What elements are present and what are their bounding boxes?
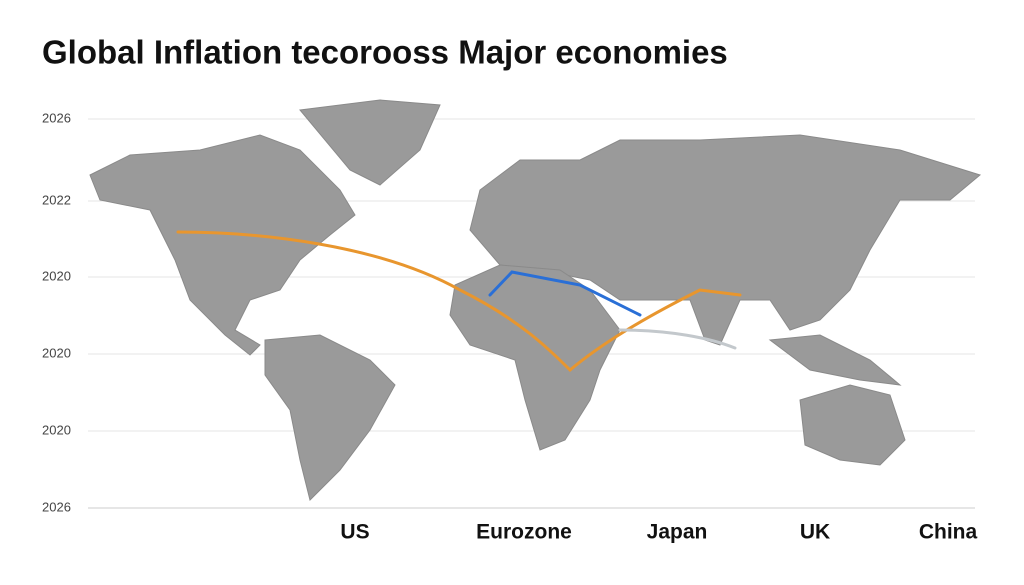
y-label: 2026 (42, 499, 71, 514)
africa (449, 264, 621, 451)
x-label: China (919, 521, 978, 544)
greenland (299, 99, 441, 186)
y-label: 2020 (42, 345, 71, 360)
x-label: UK (800, 521, 830, 544)
y-label: 2022 (42, 192, 71, 207)
x-label: US (340, 521, 369, 544)
y-label: 2020 (42, 268, 71, 283)
y-label: 2026 (42, 110, 71, 125)
route-line (618, 328, 737, 350)
australia (799, 384, 906, 466)
y-labels: 2026 2022 2020 2020 2020 2026 (42, 110, 71, 514)
title: Global Inflation tecorooss Major economi… (42, 34, 728, 71)
route-line (488, 270, 642, 317)
x-label: Japan (647, 521, 708, 544)
north-america (89, 134, 356, 356)
x-label: Eurozone (476, 521, 572, 544)
eurasia (469, 134, 982, 346)
world-map (89, 99, 982, 501)
y-label: 2020 (42, 422, 71, 437)
routes (176, 230, 742, 373)
south-america (264, 334, 396, 501)
southeast-asia (768, 334, 902, 386)
x-labels: US Eurozone Japan UK China (340, 521, 977, 544)
